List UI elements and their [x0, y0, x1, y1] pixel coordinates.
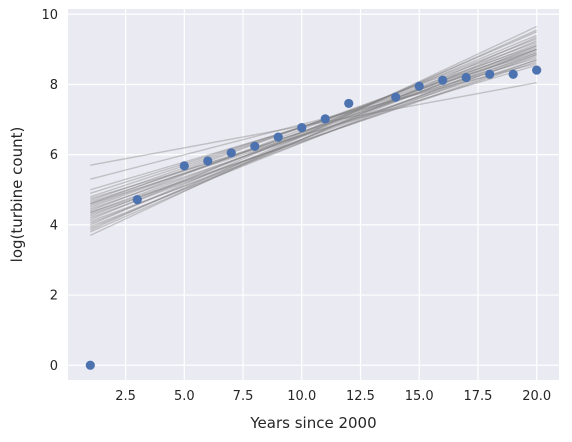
x-tick-label: 7.5 [233, 389, 254, 404]
data-point [414, 81, 424, 91]
regression-line [90, 59, 537, 205]
data-point [226, 148, 236, 158]
regression-line [90, 82, 537, 166]
x-tick-label: 20.0 [522, 389, 551, 404]
y-axis-label: log(turbine count) [8, 127, 26, 263]
data-point [297, 123, 307, 133]
regression-line [90, 53, 537, 223]
y-tick-label: 8 [50, 78, 58, 93]
regression-line [90, 45, 537, 201]
data-point [203, 156, 213, 166]
data-point [132, 194, 142, 205]
regression-line [90, 25, 537, 237]
data-point [179, 161, 189, 171]
x-tick-label: 2.5 [115, 389, 136, 404]
data-point [508, 69, 518, 79]
x-tick-label: 15.0 [405, 389, 434, 404]
regression-line [90, 55, 537, 210]
y-tick-label: 10 [41, 8, 58, 23]
data-point [273, 132, 283, 142]
y-axis-ticks: 0 2 4 6 8 10 [41, 8, 58, 374]
regression-line [90, 36, 537, 233]
regression-line [90, 29, 537, 231]
x-tick-label: 5.0 [174, 389, 195, 404]
x-axis-label: Years since 2000 [249, 414, 376, 432]
y-tick-label: 0 [50, 359, 58, 374]
data-point [485, 69, 495, 79]
data-points [85, 65, 542, 370]
regression-line [90, 48, 537, 198]
regression-line [90, 39, 537, 230]
data-point [344, 98, 354, 109]
y-tick-label: 4 [50, 218, 58, 233]
x-axis-ticks: 2.5 5.0 7.5 10.0 12.5 15.0 17.5 20.0 [115, 389, 551, 404]
data-point [438, 75, 448, 85]
plot-area [68, 9, 559, 380]
regression-line [90, 41, 537, 205]
regression-line [90, 34, 537, 221]
data-point [320, 114, 330, 124]
regression-line [90, 59, 537, 215]
data-point [461, 72, 471, 83]
regression-line [90, 62, 537, 180]
regression-line [90, 60, 537, 214]
regression-line [90, 52, 537, 219]
y-tick-label: 2 [50, 289, 58, 304]
regression-line [90, 38, 537, 212]
data-point [250, 141, 260, 151]
y-tick-label: 6 [50, 148, 58, 163]
regression-line [90, 31, 537, 226]
data-point [532, 65, 542, 75]
regression-line [90, 64, 537, 200]
data-point [391, 92, 401, 102]
regression-line [90, 57, 537, 191]
regression-line [90, 43, 537, 217]
regression-line [90, 46, 537, 208]
x-tick-label: 12.5 [346, 389, 375, 404]
x-tick-label: 17.5 [463, 389, 492, 404]
x-tick-label: 10.0 [287, 389, 316, 404]
data-point [85, 360, 95, 370]
